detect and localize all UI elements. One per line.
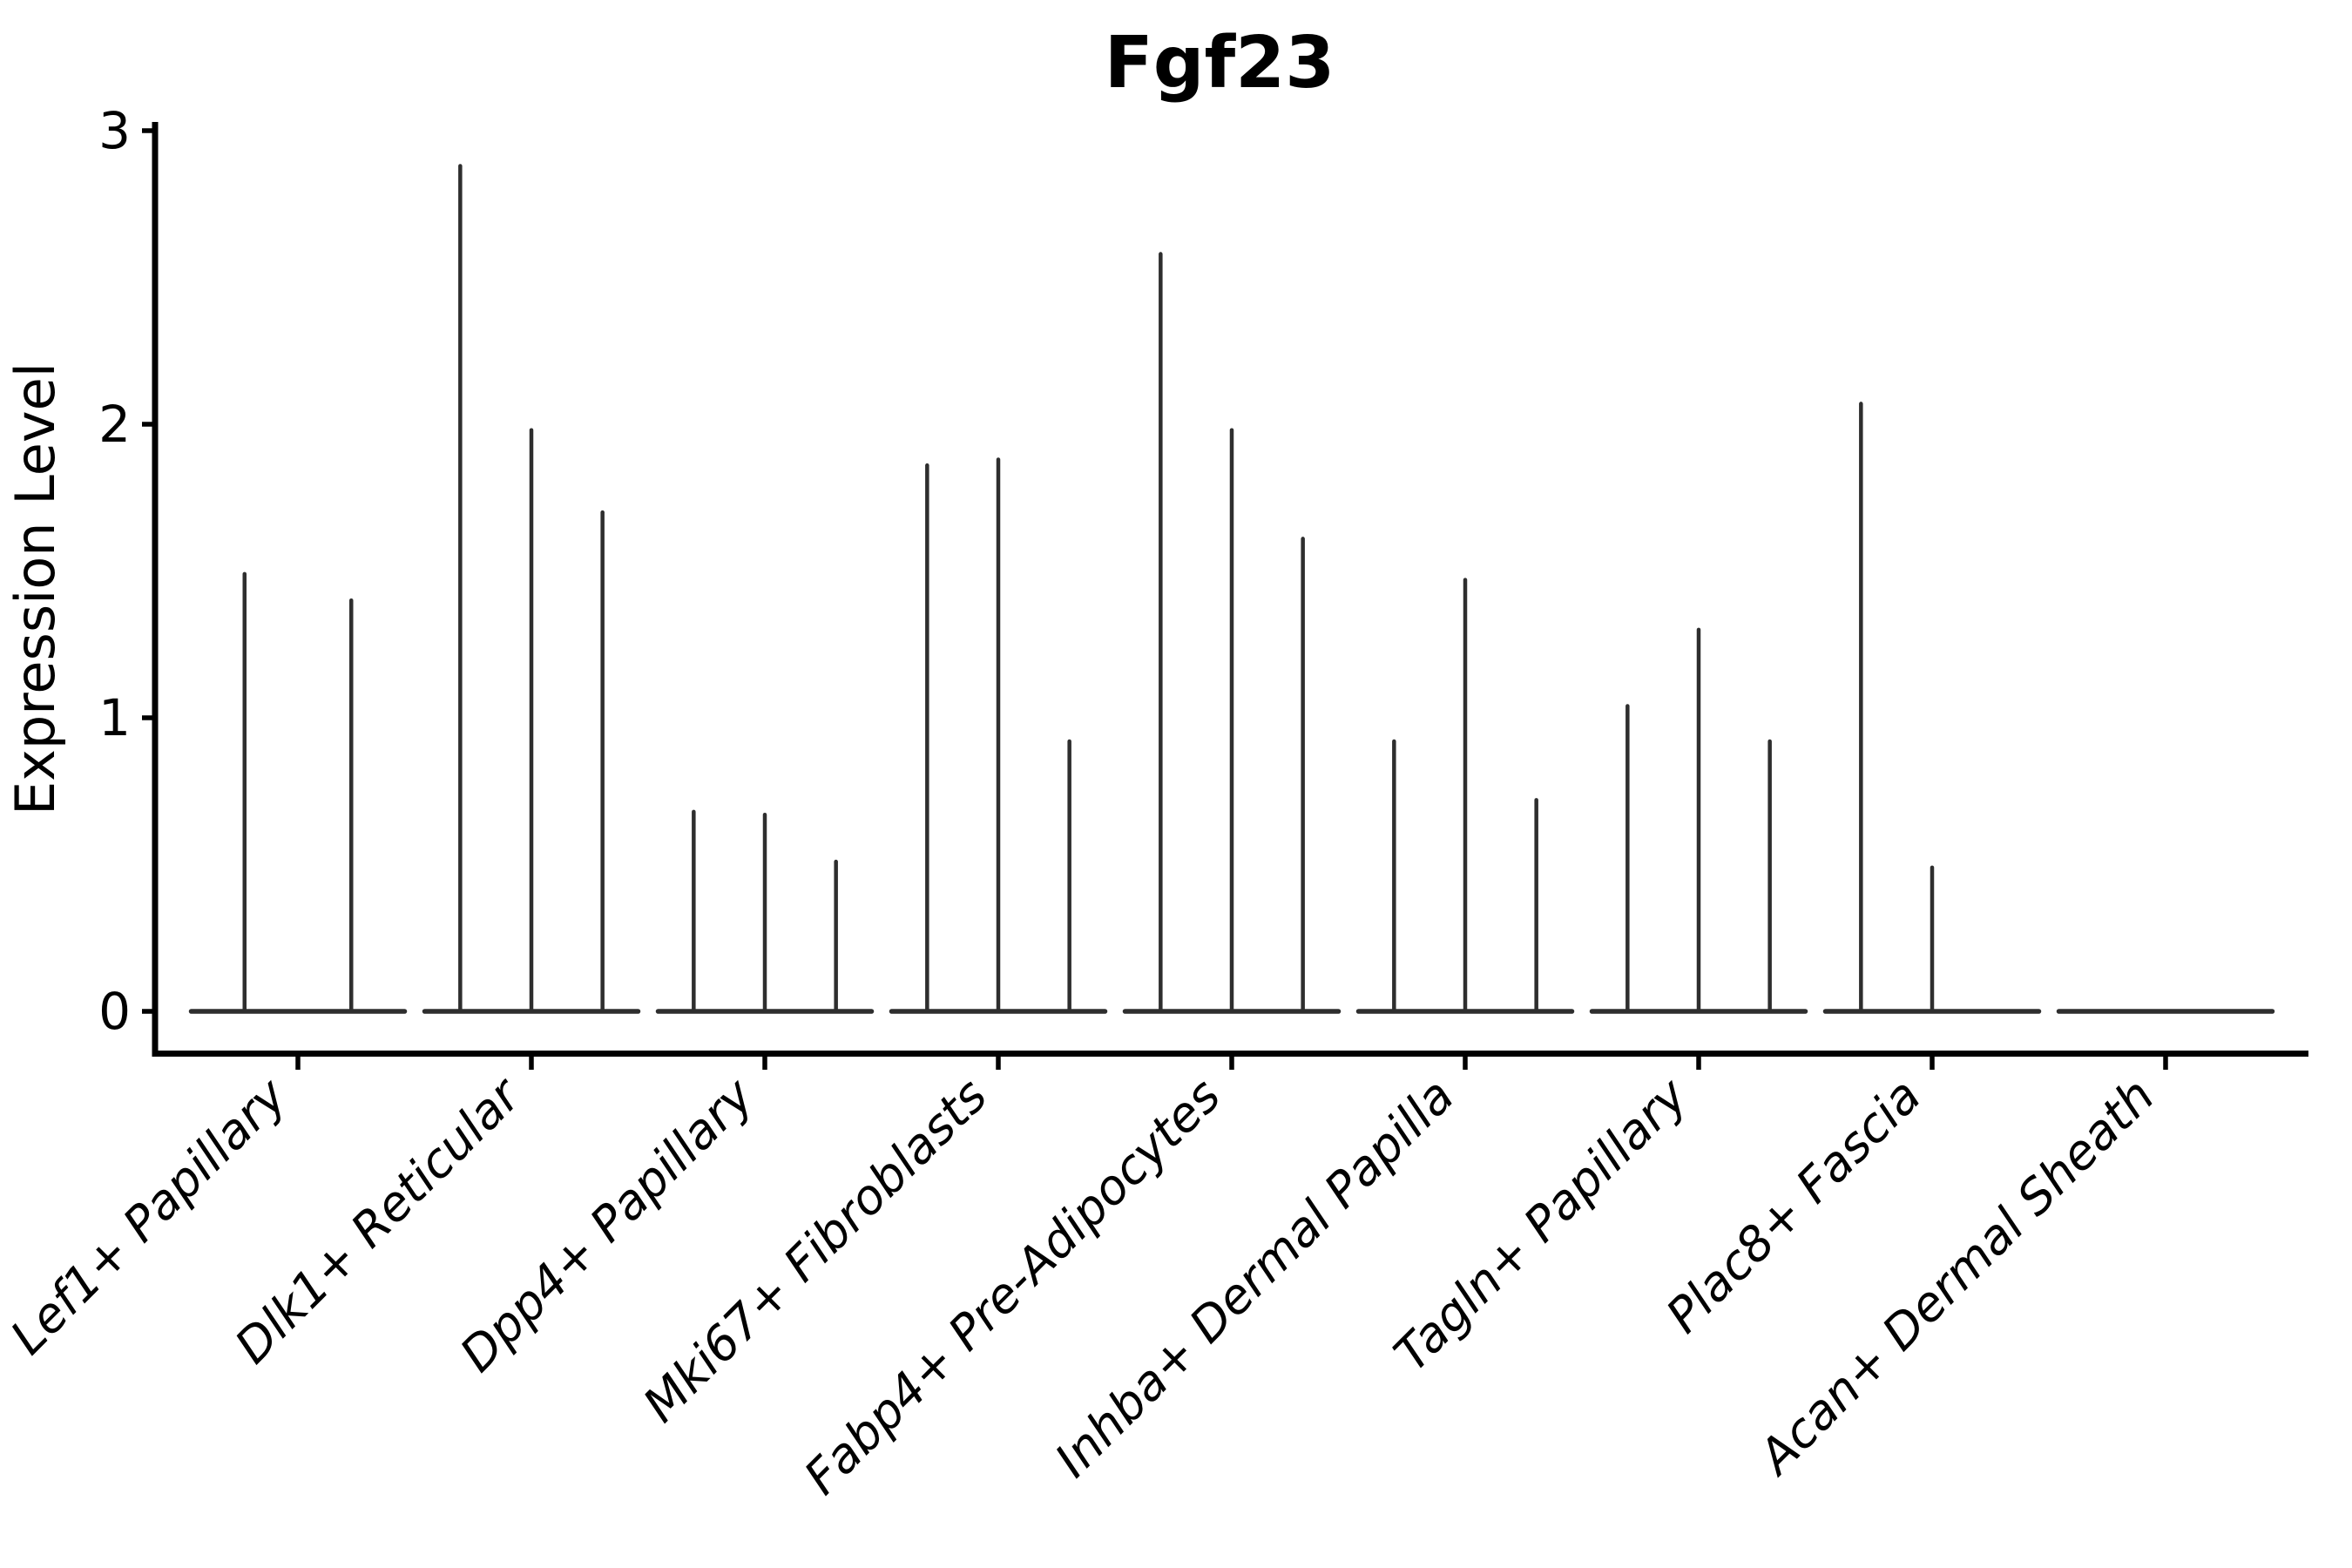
chart-title: Fgf23 xyxy=(1105,22,1335,105)
violins xyxy=(188,164,2275,1014)
x-category-label: Fabp4+ Pre-Adipocytes xyxy=(794,1067,1231,1504)
y-axis-label: Expression Level xyxy=(3,362,67,815)
violin-group xyxy=(1355,578,1575,1014)
y-tick-label: 2 xyxy=(98,395,131,454)
x-category-label: Acan+ Dermal Sheath xyxy=(1747,1067,2166,1486)
violin-group xyxy=(422,164,641,1014)
x-category-label: Inhba+ Dermal Papilla xyxy=(1044,1067,1464,1487)
y-tick-label: 0 xyxy=(98,982,131,1041)
violin-group xyxy=(655,809,875,1014)
y-tick-label: 1 xyxy=(98,688,131,747)
axes xyxy=(142,122,2308,1070)
violin-group xyxy=(1122,252,1342,1014)
violin-group xyxy=(188,571,408,1014)
y-tick-label: 3 xyxy=(98,101,131,160)
violin-group xyxy=(1589,627,1808,1014)
violin-group xyxy=(1822,402,2042,1014)
violin-group xyxy=(889,457,1108,1014)
